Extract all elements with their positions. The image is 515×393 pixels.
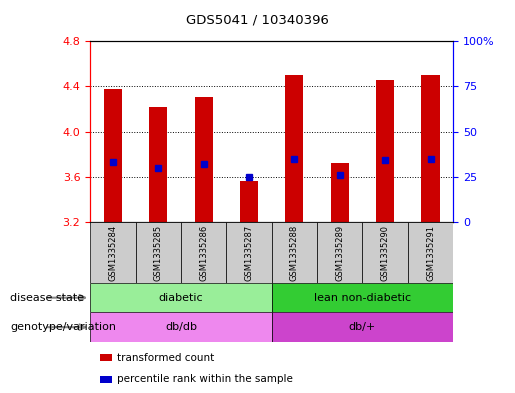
Bar [90, 312, 272, 342]
Bar [272, 312, 453, 342]
Text: diabetic: diabetic [159, 293, 203, 303]
Text: genotype/variation: genotype/variation [10, 322, 116, 332]
Bar [317, 222, 363, 283]
Text: GSM1335286: GSM1335286 [199, 224, 208, 281]
Text: disease state: disease state [10, 293, 84, 303]
Bar [363, 222, 408, 283]
Bar [408, 222, 453, 283]
Text: GSM1335285: GSM1335285 [153, 224, 163, 281]
Bar [181, 222, 226, 283]
Bar [135, 222, 181, 283]
Text: GSM1335287: GSM1335287 [245, 224, 253, 281]
Text: GDS5041 / 10340396: GDS5041 / 10340396 [186, 14, 329, 27]
Bar [90, 222, 135, 283]
Bar [104, 89, 122, 222]
Text: lean non-diabetic: lean non-diabetic [314, 293, 411, 303]
Bar [195, 97, 213, 222]
Bar [421, 75, 440, 222]
Bar [272, 283, 453, 312]
Text: db/db: db/db [165, 322, 197, 332]
Bar [149, 107, 167, 222]
Text: GSM1335290: GSM1335290 [381, 224, 390, 281]
Bar [240, 181, 258, 222]
Bar [272, 222, 317, 283]
Text: GSM1335288: GSM1335288 [290, 224, 299, 281]
Bar [90, 283, 272, 312]
Text: GSM1335291: GSM1335291 [426, 224, 435, 281]
Text: db/+: db/+ [349, 322, 376, 332]
Bar [285, 75, 303, 222]
Text: percentile rank within the sample: percentile rank within the sample [117, 374, 293, 384]
Bar [376, 80, 394, 222]
Text: transformed count: transformed count [117, 353, 214, 363]
Text: GSM1335289: GSM1335289 [335, 224, 344, 281]
Bar [331, 163, 349, 222]
Bar [226, 222, 272, 283]
Text: GSM1335284: GSM1335284 [108, 224, 117, 281]
